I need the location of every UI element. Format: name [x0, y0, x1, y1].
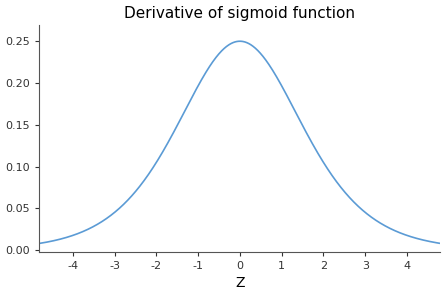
X-axis label: Z: Z [235, 276, 245, 290]
Title: Derivative of sigmoid function: Derivative of sigmoid function [124, 6, 355, 20]
